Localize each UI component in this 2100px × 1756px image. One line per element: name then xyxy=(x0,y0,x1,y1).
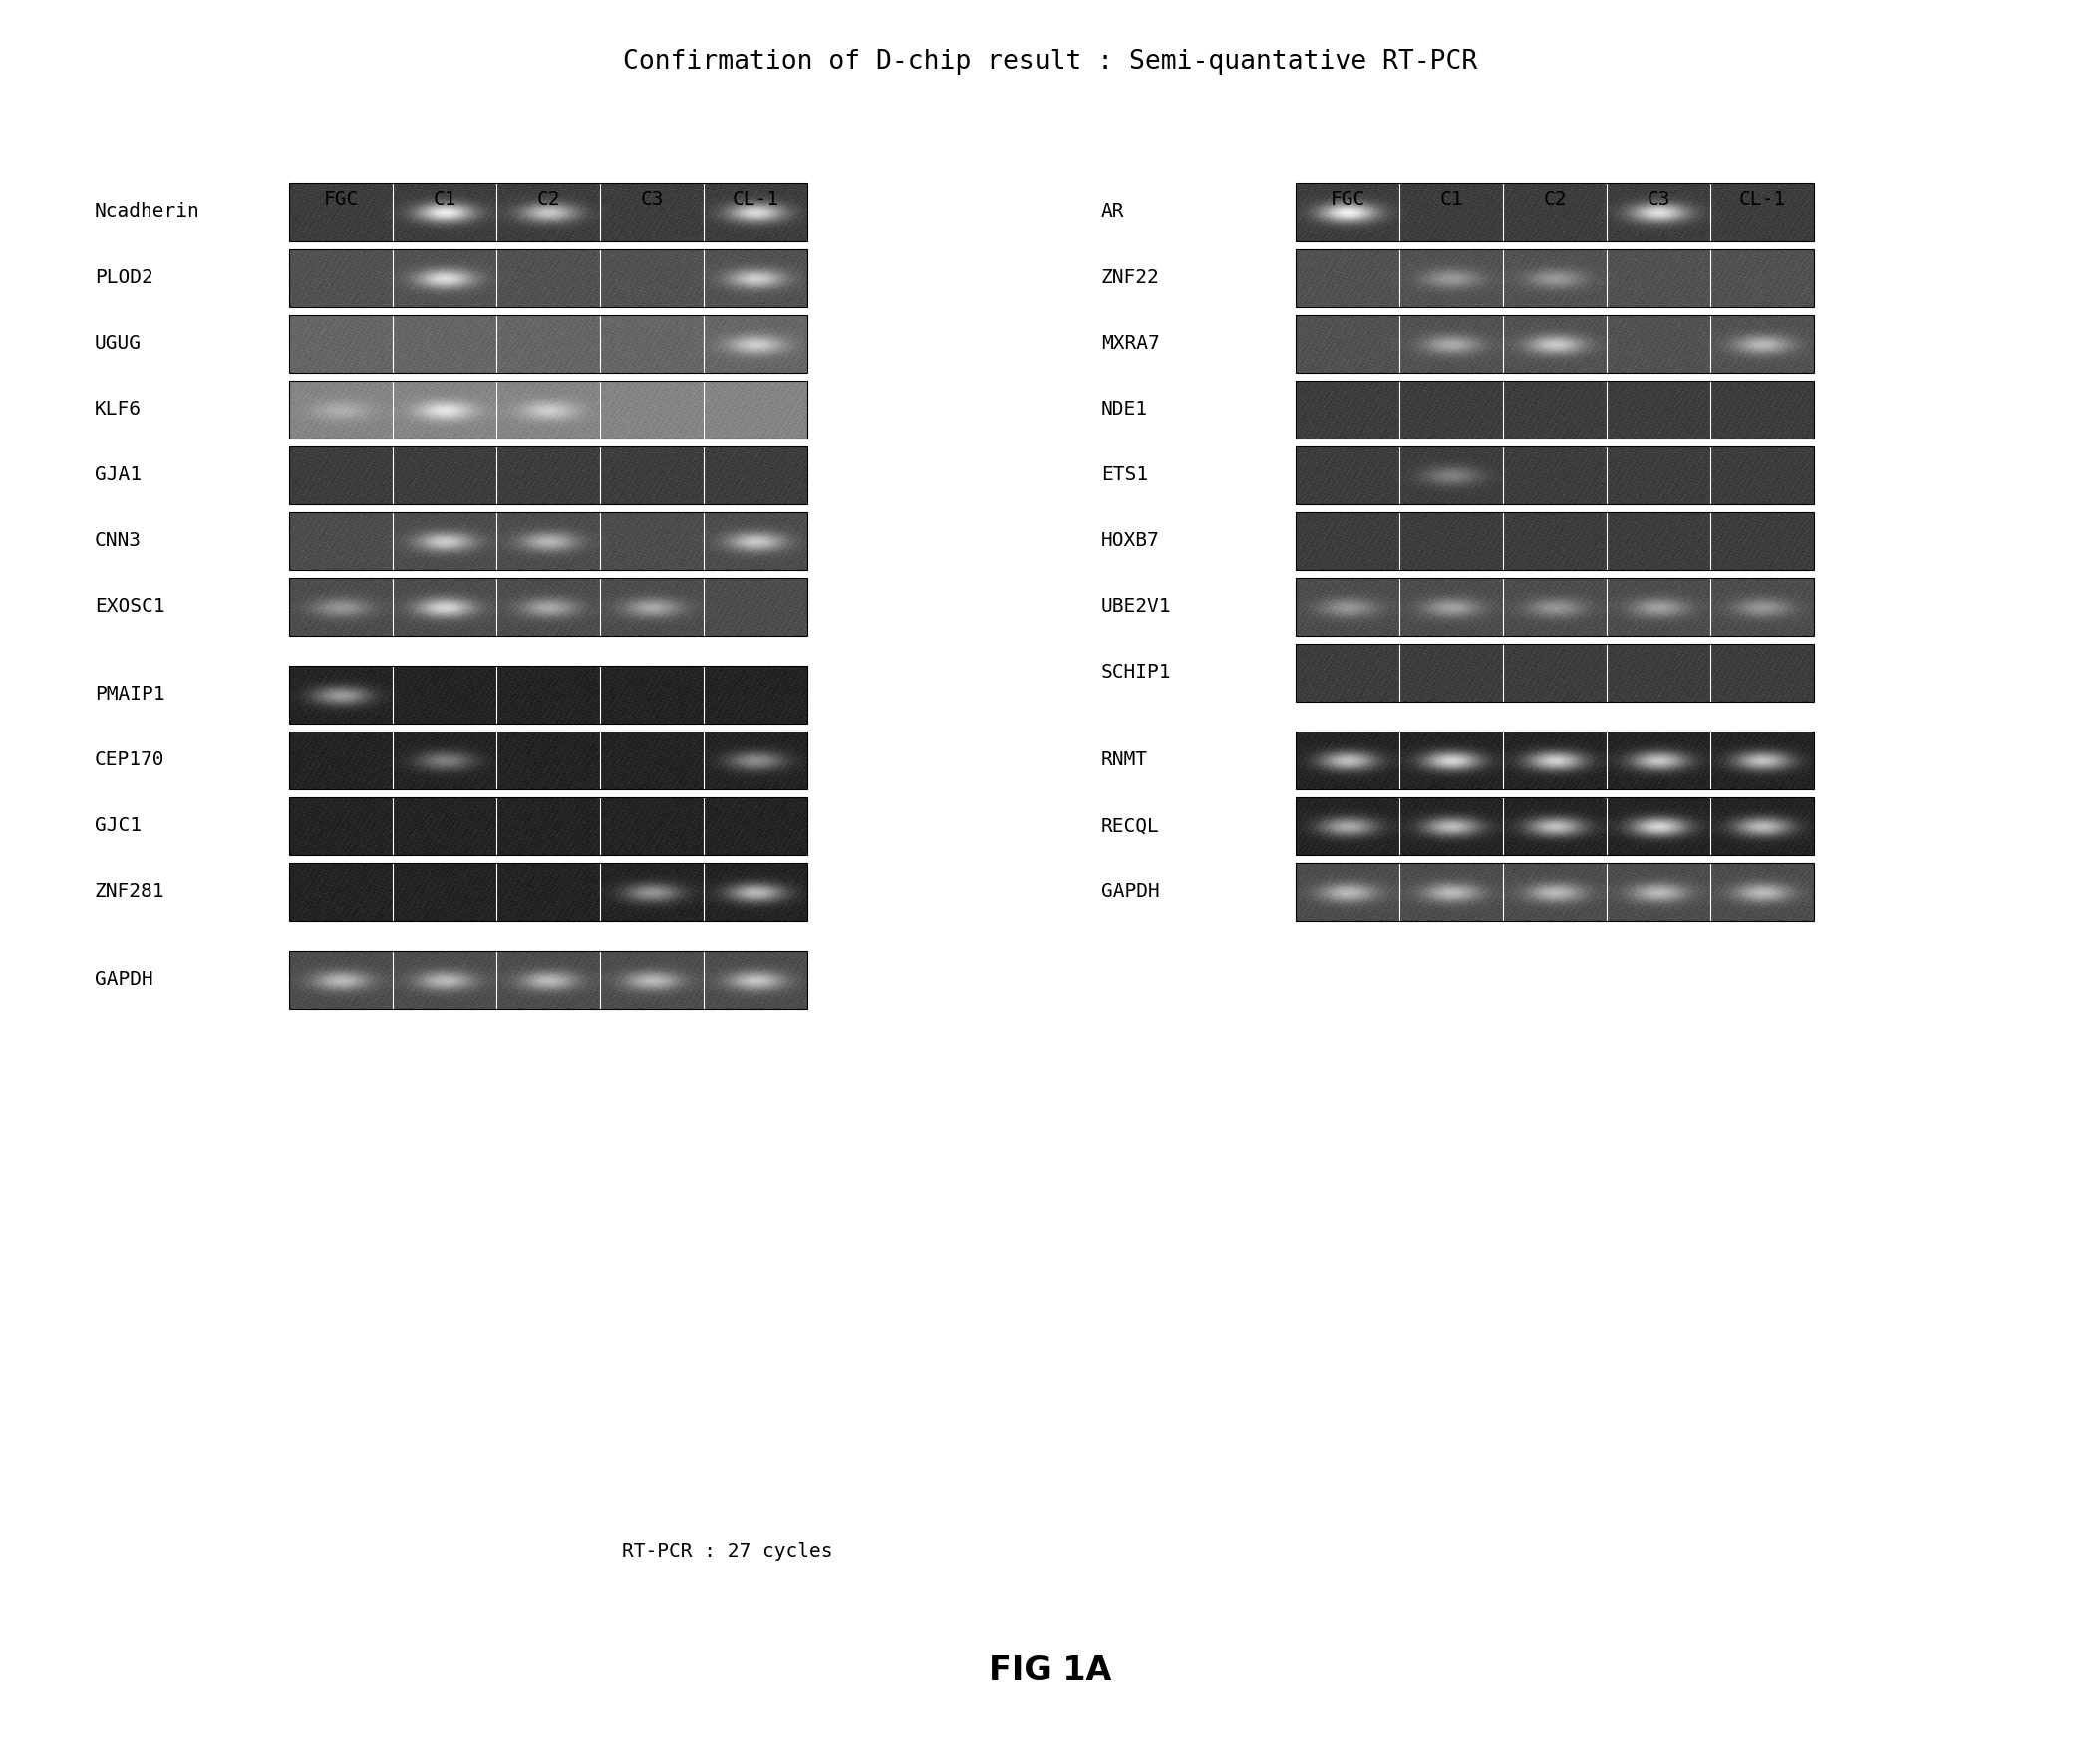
Text: NDE1: NDE1 xyxy=(1100,400,1149,420)
Text: CL-1: CL-1 xyxy=(733,190,779,209)
Bar xyxy=(1296,797,1814,855)
Bar xyxy=(1296,446,1814,504)
Text: UBE2V1: UBE2V1 xyxy=(1100,597,1172,616)
Text: RNMT: RNMT xyxy=(1100,752,1149,769)
Text: FGC: FGC xyxy=(1329,190,1365,209)
Text: C1: C1 xyxy=(1438,190,1464,209)
Text: MXRA7: MXRA7 xyxy=(1100,334,1159,353)
Bar xyxy=(290,183,806,241)
Text: ZNF281: ZNF281 xyxy=(94,883,166,901)
Text: ETS1: ETS1 xyxy=(1100,465,1149,485)
Bar xyxy=(290,950,806,1008)
Text: C1: C1 xyxy=(433,190,456,209)
Bar xyxy=(1296,183,1814,241)
Bar xyxy=(1296,578,1814,636)
Bar xyxy=(1296,862,1814,920)
Bar xyxy=(290,314,806,372)
Text: HOXB7: HOXB7 xyxy=(1100,532,1159,551)
Text: ZNF22: ZNF22 xyxy=(1100,269,1159,288)
Bar xyxy=(1296,381,1814,439)
Text: FIG 1A: FIG 1A xyxy=(989,1654,1111,1688)
Bar xyxy=(1296,314,1814,372)
Bar xyxy=(290,249,806,307)
Text: AR: AR xyxy=(1100,202,1126,221)
Text: C3: C3 xyxy=(1646,190,1670,209)
Text: EXOSC1: EXOSC1 xyxy=(94,597,166,616)
Text: RECQL: RECQL xyxy=(1100,817,1159,836)
Text: PMAIP1: PMAIP1 xyxy=(94,685,166,704)
Bar xyxy=(1296,644,1814,702)
Bar xyxy=(290,446,806,504)
Text: GAPDH: GAPDH xyxy=(1100,883,1159,901)
Text: Ncadherin: Ncadherin xyxy=(94,202,200,221)
Text: GJC1: GJC1 xyxy=(94,817,141,836)
Text: UGUG: UGUG xyxy=(94,334,141,353)
Text: SCHIP1: SCHIP1 xyxy=(1100,664,1172,681)
Text: Confirmation of D-chip result : Semi-quantative RT-PCR: Confirmation of D-chip result : Semi-qua… xyxy=(624,49,1476,76)
Bar xyxy=(1296,249,1814,307)
Text: C2: C2 xyxy=(536,190,561,209)
Text: CEP170: CEP170 xyxy=(94,752,166,769)
Text: CL-1: CL-1 xyxy=(1739,190,1785,209)
Text: KLF6: KLF6 xyxy=(94,400,141,420)
Text: PLOD2: PLOD2 xyxy=(94,269,153,288)
Bar xyxy=(290,513,806,571)
Bar xyxy=(290,797,806,855)
Text: RT-PCR : 27 cycles: RT-PCR : 27 cycles xyxy=(622,1542,834,1561)
Bar xyxy=(290,732,806,788)
Bar xyxy=(290,381,806,439)
Text: CNN3: CNN3 xyxy=(94,532,141,551)
Bar xyxy=(290,862,806,920)
Text: FGC: FGC xyxy=(323,190,359,209)
Bar xyxy=(290,666,806,723)
Text: GAPDH: GAPDH xyxy=(94,969,153,989)
Text: C3: C3 xyxy=(640,190,664,209)
Text: GJA1: GJA1 xyxy=(94,465,141,485)
Bar xyxy=(1296,732,1814,788)
Text: C2: C2 xyxy=(1544,190,1567,209)
Bar xyxy=(1296,513,1814,571)
Bar xyxy=(290,578,806,636)
